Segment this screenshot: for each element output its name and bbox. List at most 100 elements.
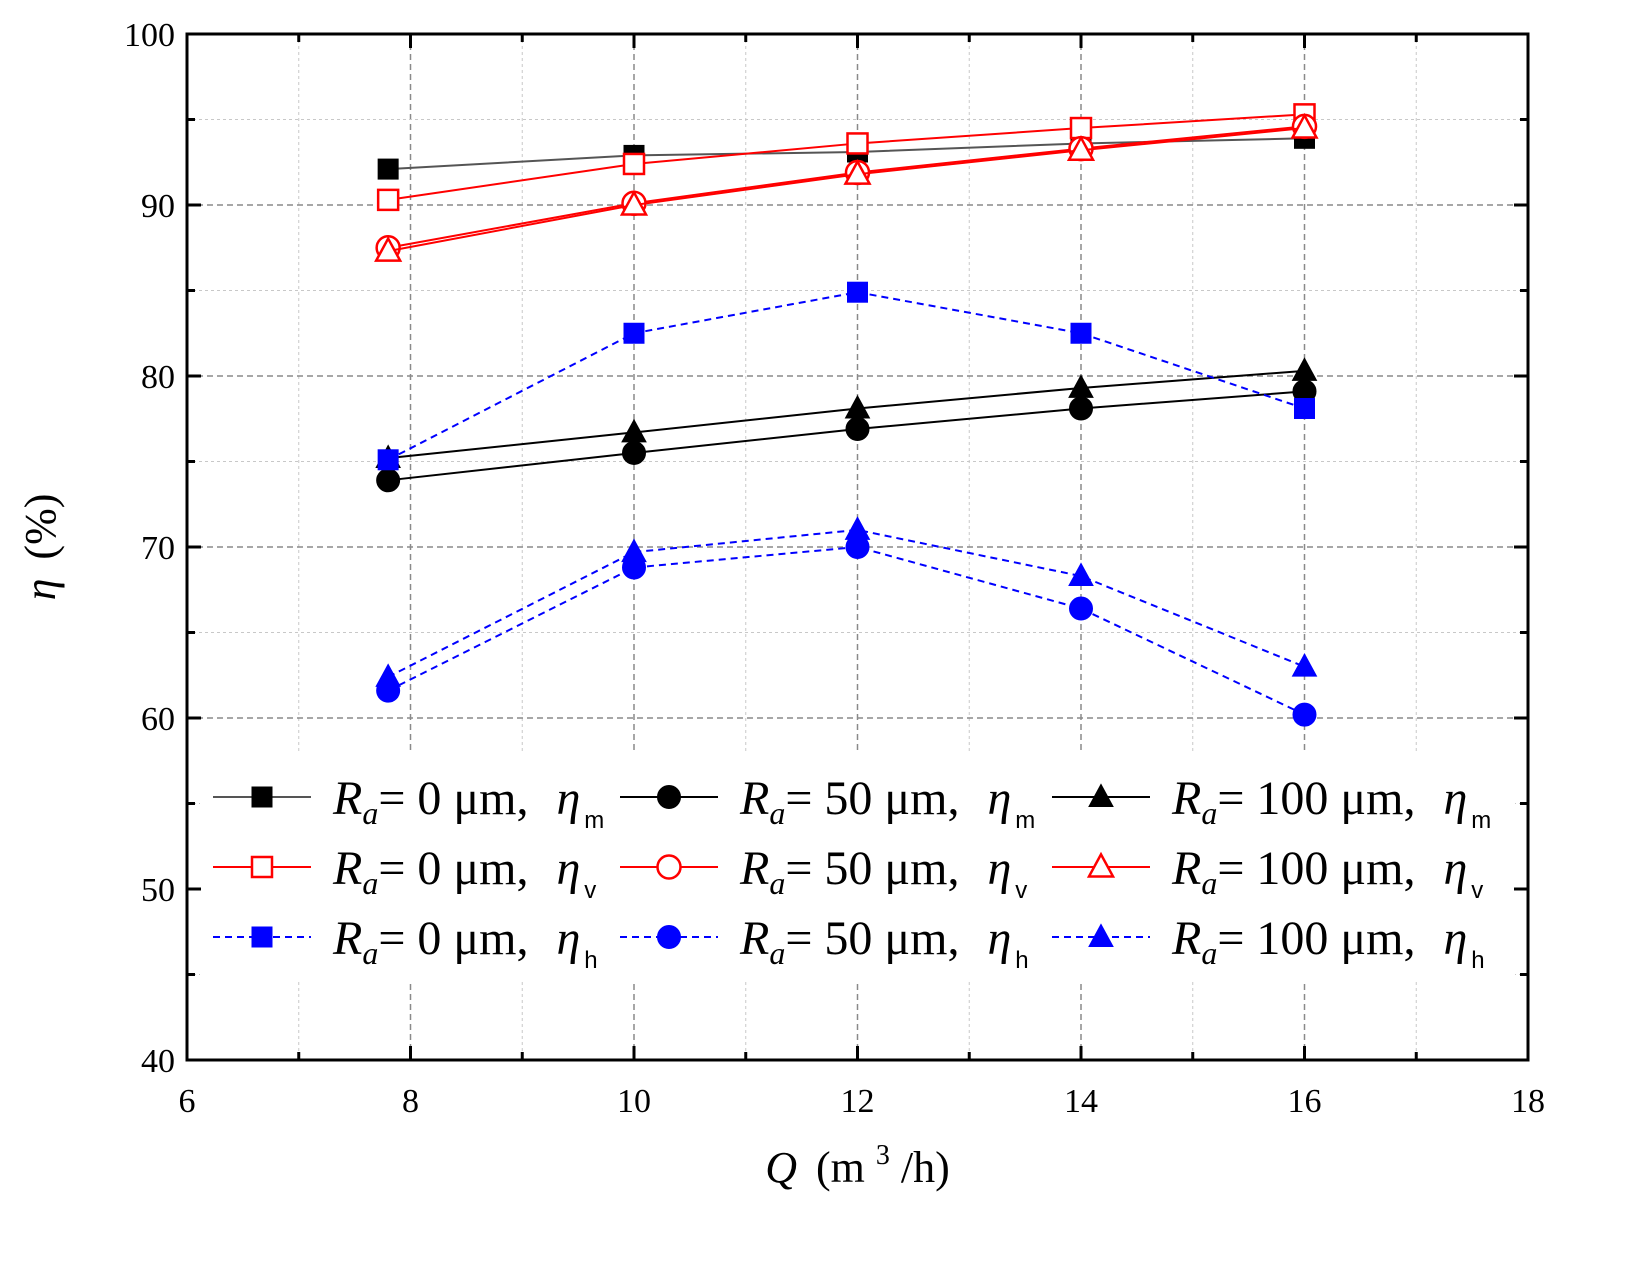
legend-ra-sub: a [362, 865, 378, 901]
legend-entry: Ra= 100 μm, η h [1052, 912, 1485, 974]
legend-ra-symbol: R [739, 842, 769, 895]
legend-ra-sub: a [769, 865, 785, 901]
series-m-2 [375, 357, 1318, 469]
legend-ra-value: = 100 μm, [1217, 842, 1415, 895]
data-point [844, 394, 871, 419]
legend-ra-sub: a [1201, 865, 1217, 901]
legend-label: Ra= 100 μm, η m [1171, 772, 1491, 834]
legend-label: Ra= 100 μm, η h [1171, 912, 1485, 974]
data-point [844, 516, 871, 540]
legend-entry: Ra= 0 μm, η h [213, 912, 598, 974]
legend-eta-sub: h [1471, 947, 1484, 974]
data-point [376, 188, 400, 212]
legend-eta-sub: m [1015, 807, 1035, 834]
y-axis-symbol: η [16, 579, 65, 601]
legend-eta-symbol: η [987, 912, 1011, 965]
legend-ra-symbol: R [1171, 772, 1201, 825]
data-point [1291, 357, 1318, 381]
data-point [1069, 596, 1093, 621]
legend-ra-symbol: R [332, 912, 362, 965]
data-point [622, 152, 646, 176]
legend-entry: Ra= 50 μm, η h [620, 912, 1029, 974]
legend-entry: Ra= 100 μm, η m [1052, 772, 1491, 834]
legend-marker [656, 854, 682, 880]
series-line [387, 291, 1305, 461]
legend-eta-symbol: η [556, 772, 580, 825]
series-line [387, 545, 1305, 716]
series-line [388, 390, 1305, 482]
y-axis-title: η (%) [16, 494, 65, 601]
legend-marker [1088, 923, 1114, 947]
data-point [1291, 653, 1318, 677]
data-point [376, 468, 401, 493]
legend-entry: Ra= 50 μm, η m [620, 772, 1035, 834]
series-line [388, 369, 1305, 460]
x-axis-unit-prefix: (m [816, 1143, 865, 1192]
legend-ra-value: = 100 μm, [1217, 912, 1415, 965]
legend-ra-sub: a [769, 795, 785, 831]
series-h-8 [375, 516, 1318, 687]
data-point [1068, 374, 1094, 398]
tick-labels: 6 8 10 12 14 16 18 40 50 60 70 80 90 100 [124, 17, 1545, 1120]
legend-label: Ra= 0 μm, η m [332, 772, 604, 834]
legend-ra-symbol: R [1171, 912, 1201, 965]
data-point [1294, 397, 1315, 419]
series-v-3 [376, 103, 1316, 212]
data-point [377, 449, 399, 471]
data-point [1066, 135, 1096, 161]
legend-eta-symbol: η [556, 912, 580, 965]
legend-eta-sub: h [1015, 947, 1028, 974]
legend-eta-sub: v [584, 877, 596, 904]
x-tick-label: 8 [402, 1083, 419, 1120]
data-point [846, 132, 869, 155]
legend-marker [251, 926, 273, 948]
legend-eta-sub: m [1471, 807, 1491, 834]
legend-eta-sub: v [1015, 877, 1027, 904]
legend-entry: Ra= 100 μm, η v [1052, 842, 1483, 904]
legend-ra-symbol: R [739, 772, 769, 825]
data-point [1069, 116, 1093, 140]
y-axis-unit: (%) [16, 494, 65, 560]
data-point [1070, 322, 1092, 344]
x-axis-title: Q (m 3 /h) [765, 1125, 950, 1192]
legend-ra-symbol: R [739, 912, 769, 965]
legend-background [200, 752, 1515, 982]
legend-ra-value: = 50 μm, [785, 772, 959, 825]
legend-ra-symbol: R [332, 842, 362, 895]
x-tick-label: 12 [841, 1083, 875, 1120]
data-point [623, 322, 645, 344]
data-point [843, 159, 872, 185]
y-tick-label: 70 [141, 530, 175, 567]
series-line [387, 528, 1305, 678]
legend-marker [657, 785, 681, 809]
data-point [374, 235, 403, 262]
legend-ra-sub: a [1201, 935, 1217, 971]
x-tick-label: 10 [617, 1083, 651, 1120]
x-tick-label: 14 [1064, 1083, 1098, 1120]
legend-ra-value: = 50 μm, [785, 912, 959, 965]
data-point [1290, 112, 1319, 139]
y-tick-label: 50 [141, 872, 175, 909]
series-h-6 [377, 281, 1315, 471]
data-point [622, 440, 646, 465]
data-point [1292, 702, 1317, 727]
legend-label: Ra= 50 μm, η v [739, 842, 1027, 904]
axis-ticks [185, 32, 1530, 1062]
legend-entry: Ra= 50 μm, η v [620, 842, 1027, 904]
legend-eta-symbol: η [1443, 772, 1467, 825]
y-tick-label: 60 [141, 701, 175, 738]
y-tick-label: 100 [124, 17, 175, 54]
series-v-5 [374, 112, 1319, 262]
legend-marker [1086, 851, 1116, 878]
legend-eta-symbol: η [987, 842, 1011, 895]
x-tick-label: 16 [1288, 1083, 1322, 1120]
series-layer [374, 103, 1319, 727]
legend-marker [250, 855, 274, 879]
legend-entry: Ra= 0 μm, η v [213, 842, 596, 904]
legend-eta-symbol: η [987, 772, 1011, 825]
y-tick-label: 80 [141, 359, 175, 396]
legend-ra-sub: a [362, 935, 378, 971]
legend-label: Ra= 50 μm, η m [739, 772, 1035, 834]
data-point [621, 418, 647, 443]
